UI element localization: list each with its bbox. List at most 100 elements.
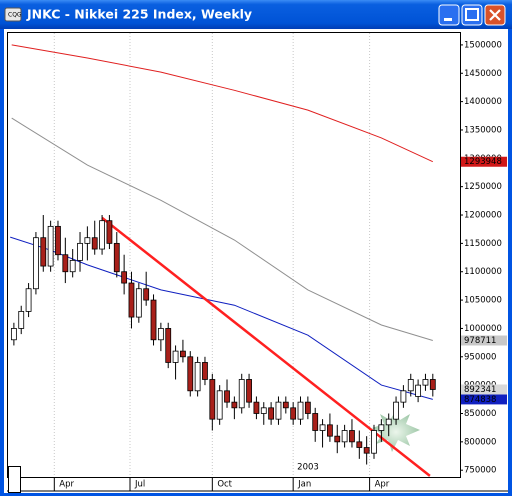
last-value-box: [461, 394, 507, 405]
candle-body: [150, 299, 157, 341]
candle-body: [10, 328, 17, 341]
candle-body: [349, 430, 355, 443]
candle-body: [363, 447, 370, 454]
candle-body: [47, 225, 54, 267]
candle-body: [62, 254, 69, 273]
candle-body: [407, 379, 414, 392]
y-tick-label: 1050000: [464, 296, 502, 306]
candle-body: [319, 424, 326, 431]
last-value-label: 978711: [464, 336, 496, 346]
minimize-glyph: [444, 18, 452, 21]
candle-body: [143, 288, 150, 301]
candle-body: [33, 237, 39, 290]
x-tick-label: Apr: [375, 480, 390, 490]
last-close-label: 892341: [464, 385, 496, 395]
candle-body: [297, 401, 304, 420]
y-tick-label: 1250000: [464, 182, 502, 192]
candle-body: [202, 362, 208, 380]
candle-body: [400, 390, 407, 403]
candle-body: [194, 362, 201, 392]
maximize-glyph: [465, 8, 479, 21]
candle-body: [84, 237, 91, 244]
candle-body: [180, 350, 186, 358]
candle-body: [187, 356, 194, 392]
title-bar[interactable]: [0, 0, 512, 29]
last-close-box: [461, 384, 507, 395]
candle-body: [172, 350, 179, 363]
candle-body: [55, 225, 61, 256]
candle-body: [157, 328, 164, 341]
candle-body: [341, 430, 348, 443]
app-icon[interactable]: [4, 7, 22, 22]
candle-body: [40, 237, 47, 267]
x-tick-label: Jan: [297, 480, 311, 490]
minimize-button[interactable]: [438, 4, 460, 26]
candle-body: [393, 401, 399, 420]
x-tick-label: Apr: [59, 480, 74, 490]
candle-body: [312, 413, 319, 431]
candle-body: [99, 220, 105, 250]
year-label: 2003: [297, 463, 319, 473]
candle-body: [128, 282, 135, 318]
candle-body: [356, 441, 363, 448]
last-value-box: [461, 335, 507, 346]
candle-body: [209, 379, 216, 420]
candle-body: [25, 288, 32, 312]
candle-body: [422, 379, 429, 386]
y-tick-label: 1500000: [464, 40, 502, 50]
candle-body: [385, 418, 392, 426]
candle-body: [268, 407, 275, 420]
candle-body: [69, 259, 76, 273]
x-tick-label: Jul: [134, 480, 145, 490]
candle-body: [106, 220, 113, 244]
last-value-label: 874838: [464, 395, 496, 405]
close-glyph: [489, 9, 501, 21]
candle-body: [231, 401, 238, 409]
candle-body: [290, 407, 297, 420]
candle-body: [238, 379, 245, 409]
candle-body: [378, 424, 385, 431]
candle-body: [260, 407, 267, 414]
candle-body: [246, 379, 252, 403]
y-tick-label: 1100000: [464, 267, 502, 277]
candle-body: [165, 328, 172, 363]
y-tick-label: 1000000: [464, 324, 502, 334]
candle-body: [224, 390, 230, 403]
y-tick-label: 1400000: [464, 97, 502, 107]
candle-body: [304, 401, 311, 414]
candle-body: [282, 401, 289, 409]
y-tick-label: 1150000: [464, 239, 502, 249]
candle-body: [91, 237, 98, 250]
plot-content: [10, 33, 436, 477]
candle-body: [77, 242, 83, 261]
y-tick-label: 1350000: [464, 125, 502, 135]
candle-body: [253, 401, 260, 414]
y-tick-label: 1200000: [464, 211, 502, 221]
last-value-box: [461, 156, 507, 167]
window-buttons: [438, 4, 506, 26]
candle-body: [113, 242, 120, 273]
candle-body: [327, 424, 333, 437]
x-tick-label: Oct: [217, 480, 232, 490]
highlight-burst: [372, 412, 420, 452]
candle-body: [334, 435, 341, 443]
candle-body: [18, 311, 25, 329]
candle-body: [135, 288, 142, 318]
last-value-label: 1293948: [464, 157, 502, 167]
window-title: JNKC - Nikkei 225 Index, Weekly: [26, 7, 252, 22]
y-tick-label: 800000: [464, 437, 496, 447]
y-tick-label: 750000: [464, 466, 496, 476]
candle-body: [121, 271, 128, 284]
candle-body: [216, 390, 223, 420]
candle-body: [275, 401, 282, 420]
candle-body: [415, 384, 422, 397]
app-icon-glyph: CQG: [8, 12, 22, 19]
candle-body: [371, 430, 377, 454]
candle-body: [429, 379, 436, 390]
y-tick-label: 850000: [464, 409, 496, 419]
corner-box: [8, 466, 21, 493]
y-tick-label: 1450000: [464, 69, 502, 79]
y-tick-label: 950000: [464, 352, 496, 362]
moving-average-line: [11, 44, 434, 163]
